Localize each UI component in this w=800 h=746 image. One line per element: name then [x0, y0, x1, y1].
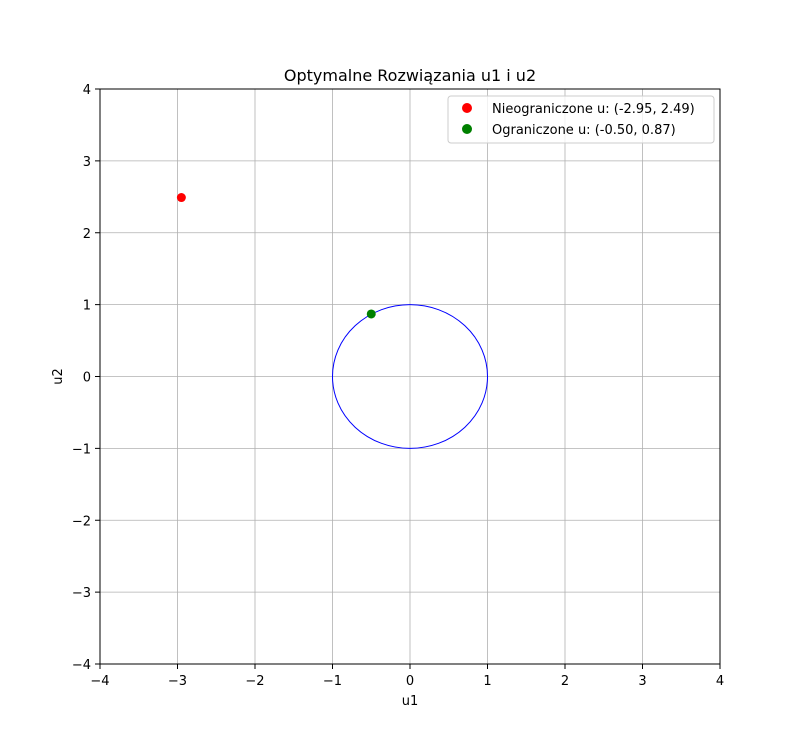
x-tick-label: −1 — [323, 674, 342, 689]
x-tick-label: 0 — [406, 674, 414, 689]
x-tick-label: 4 — [716, 674, 724, 689]
y-tick-label: −4 — [72, 658, 91, 673]
x-tick-label: 1 — [483, 674, 491, 689]
y-tick-label: 0 — [83, 371, 91, 386]
x-tick-label: −3 — [168, 674, 187, 689]
x-tick-label: 3 — [638, 674, 646, 689]
points-group — [176, 193, 376, 319]
y-tick-label: −3 — [72, 586, 91, 601]
y-axis-label: u2 — [51, 368, 66, 385]
legend-marker-constrained — [462, 124, 472, 134]
point-constrained — [366, 309, 376, 319]
point-unconstrained — [176, 193, 186, 203]
y-tick-label: 4 — [83, 83, 91, 98]
y-tick-label: 3 — [83, 155, 91, 170]
ticks: −4 −3 −2 −1 0 1 2 3 4 −4 −3 −2 −1 0 1 2 3 4 — [72, 83, 724, 689]
legend-marker-unconstrained — [462, 103, 472, 113]
legend-label-unconstrained: Nieograniczone u: (-2.95, 2.49) — [492, 102, 695, 117]
y-tick-label: −2 — [72, 514, 91, 529]
x-tick-label: −4 — [90, 674, 109, 689]
x-tick-label: 2 — [561, 674, 569, 689]
constraint-circle — [332, 304, 488, 449]
y-tick-label: −1 — [72, 442, 91, 457]
grid — [99, 88, 721, 665]
chart-title: Optymalne Rozwiązania u1 i u2 — [284, 66, 536, 85]
legend-label-constrained: Ograniczone u: (-0.50, 0.87) — [492, 123, 676, 138]
x-axis-label: u1 — [402, 694, 419, 709]
legend: Nieograniczone u: (-2.95, 2.49) Ogranicz… — [447, 95, 715, 144]
y-tick-label: 1 — [83, 299, 91, 314]
constraint-circle-group — [332, 304, 488, 449]
y-tick-label: 2 — [83, 227, 91, 242]
legend-box — [447, 95, 715, 144]
x-tick-label: −2 — [245, 674, 264, 689]
